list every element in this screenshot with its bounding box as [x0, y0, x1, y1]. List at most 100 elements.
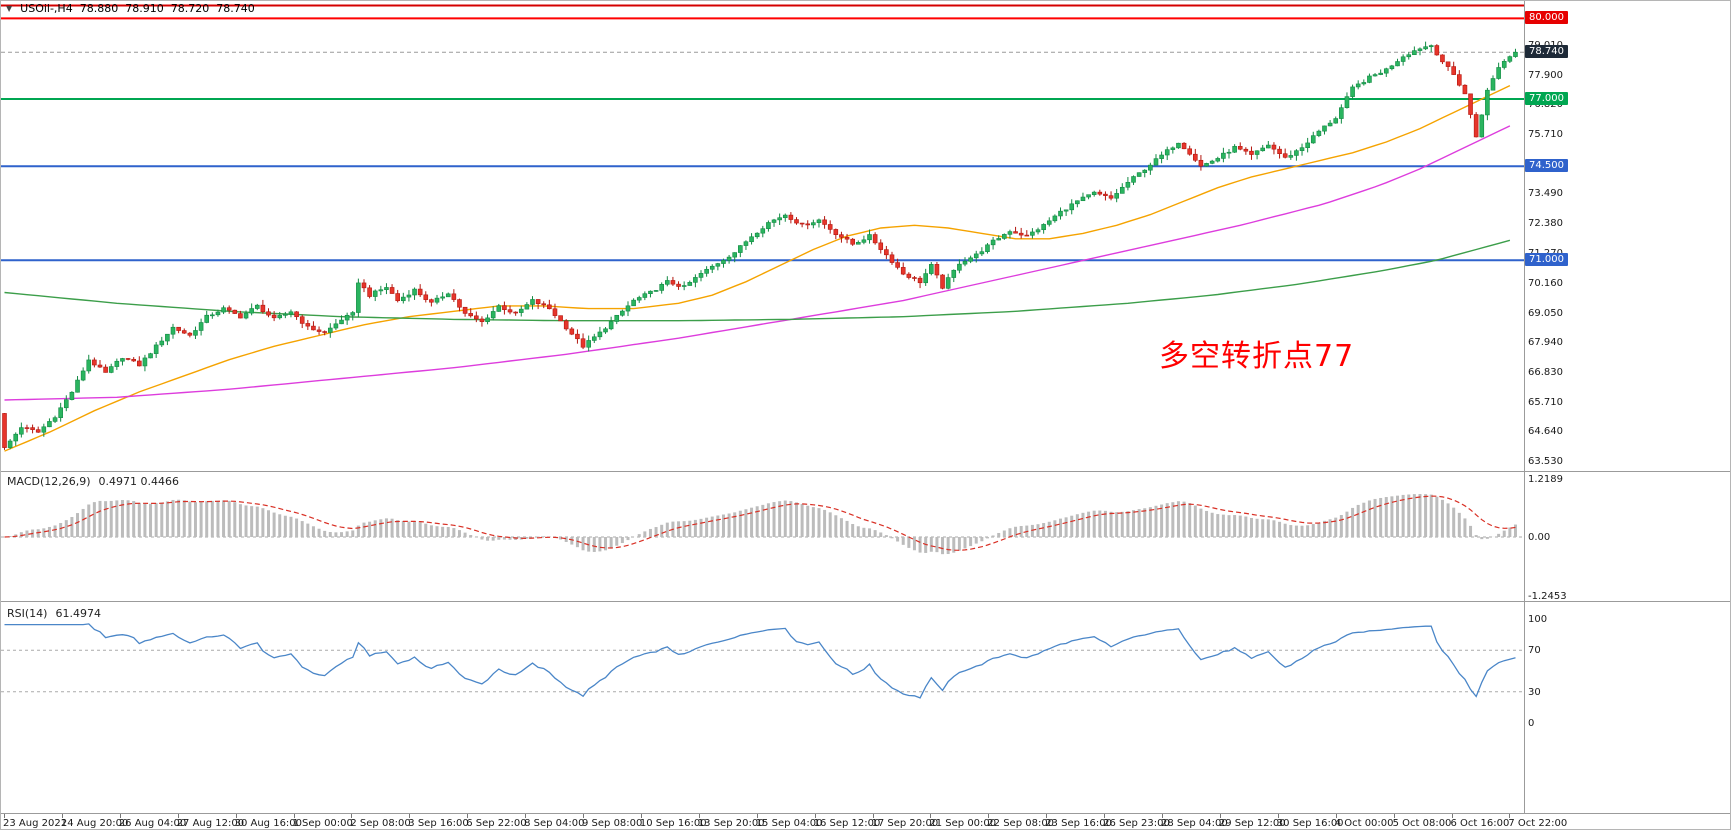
- price-axis-label: 69.050: [1528, 307, 1563, 319]
- price-badge: 80.000: [1525, 11, 1568, 25]
- rsi-axis-label: 30: [1528, 686, 1541, 698]
- time-tick-mark: [1451, 814, 1453, 818]
- time-tick-mark: [698, 814, 700, 818]
- time-axis-label: 26 Aug 04:00: [118, 818, 187, 829]
- macd-axis-label: -1.2453: [1528, 591, 1567, 603]
- time-axis-label: 15 Sep 04:00: [755, 818, 823, 829]
- time-tick-mark: [1393, 814, 1395, 818]
- time-tick-mark: [351, 814, 353, 818]
- time-tick-mark: [119, 814, 121, 818]
- time-axis-label: 28 Sep 04:00: [1161, 818, 1228, 829]
- price-axis-label: 64.640: [1528, 426, 1563, 438]
- time-axis-label: 27 Aug 12:00: [176, 818, 245, 829]
- time-tick-mark: [61, 814, 63, 818]
- time-tick-mark: [756, 814, 758, 818]
- ma-line-fast-orange: [4, 84, 1511, 452]
- time-axis-label: 7 Oct 22:00: [1508, 818, 1568, 829]
- time-axis-label: 2 Sep 08:00: [350, 818, 411, 829]
- symbol-timeframe-label: USOil-,H4: [20, 2, 73, 15]
- time-axis-label: 17 Sep 20:00: [871, 818, 939, 829]
- price-badge: 74.500: [1525, 159, 1568, 173]
- rsi-panel-separator[interactable]: [1, 601, 1730, 602]
- macd-histogram: [8, 494, 1517, 555]
- price-badge: 78.740: [1525, 45, 1568, 59]
- rsi-axis-label: 0: [1528, 718, 1535, 729]
- time-axis-label: 5 Oct 08:00: [1392, 818, 1452, 829]
- price-axis-label: 70.160: [1528, 277, 1563, 289]
- price-axis-label: 77.900: [1528, 69, 1563, 81]
- time-tick-mark: [872, 814, 874, 818]
- time-axis-label: 23 Aug 2021: [3, 818, 68, 829]
- price-axis-label: 75.710: [1528, 128, 1563, 140]
- rsi-axis-label: 100: [1528, 614, 1548, 625]
- time-axis-label: 13 Sep 20:00: [697, 818, 765, 829]
- time-tick-mark: [293, 814, 295, 818]
- price-axis-label: 63.530: [1528, 456, 1563, 467]
- ma-line-mid-magenta: [4, 125, 1511, 401]
- time-axis-label: 9 Sep 08:00: [582, 818, 643, 829]
- time-tick-mark: [235, 814, 237, 818]
- time-axis-label: 8 Sep 04:00: [524, 818, 585, 829]
- time-axis[interactable]: 23 Aug 2021 24 Aug 20:00 26 Aug 04:00 27 Au…: [1, 813, 1730, 829]
- macd-panel-layer: [1, 494, 1524, 555]
- time-axis-label: 30 Aug 16:00: [234, 818, 303, 829]
- macd-panel-separator[interactable]: [1, 471, 1730, 472]
- price-axis[interactable]: 79.01077.90076.82075.71074.60073.49072.3…: [1524, 1, 1730, 813]
- rsi-axis-label: 70: [1528, 645, 1541, 657]
- rsi-line: [4, 623, 1516, 699]
- macd-axis-label: 1.2189: [1528, 474, 1563, 485]
- candles: [2, 41, 1518, 450]
- price-axis-label: 66.830: [1528, 367, 1563, 379]
- macd-indicator-label: MACD(12,26,9) 0.4971 0.4466: [7, 475, 179, 488]
- price-axis-label: 67.940: [1528, 337, 1563, 349]
- time-tick-mark: [177, 814, 179, 818]
- rsi-indicator-value: 61.4974: [55, 607, 101, 620]
- ohlc-low-value: 78.720: [170, 2, 210, 15]
- time-axis-label: 30 Sep 16:00: [1276, 818, 1344, 829]
- time-axis-label: 4 Oct 00:00: [1334, 818, 1394, 829]
- time-tick-mark: [583, 814, 584, 818]
- time-tick-mark: [1277, 814, 1279, 818]
- time-tick-mark: [1509, 814, 1511, 818]
- macd-signal-line: [4, 495, 1516, 551]
- price-axis-label: 72.380: [1528, 218, 1563, 230]
- price-axis-label: 65.710: [1528, 397, 1563, 409]
- time-axis-label: 6 Sep 22:00: [466, 818, 527, 829]
- time-tick-mark: [814, 814, 816, 818]
- time-axis-label: 26 Sep 23:00: [1103, 818, 1170, 829]
- time-axis-label: 6 Oct 16:00: [1450, 818, 1510, 829]
- time-axis-label: 29 Sep 12:00: [1218, 818, 1286, 829]
- collapse-triangle-icon[interactable]: ▼: [6, 4, 13, 13]
- chart-title: ▼ USOil-,H4 78.880 78.910 78.720 78.740: [6, 2, 255, 15]
- time-axis-label: 3 Sep 16:00: [408, 818, 469, 829]
- price-badge: 77.000: [1525, 92, 1568, 105]
- time-tick-mark: [4, 814, 5, 818]
- time-tick-mark: [930, 814, 932, 818]
- time-axis-label: 16 Sep 12:00: [813, 818, 881, 829]
- time-tick-mark: [1219, 814, 1221, 818]
- price-axis-label: 73.490: [1528, 188, 1563, 200]
- time-tick-mark: [525, 814, 527, 818]
- time-tick-mark: [467, 814, 469, 818]
- ohlc-high-value: 78.910: [125, 2, 164, 15]
- time-tick-mark: [988, 814, 990, 818]
- rsi-indicator-name: RSI(14): [7, 607, 48, 620]
- time-axis-label: 10 Sep 16:00: [639, 818, 707, 829]
- macd-axis-label: 0.00: [1528, 532, 1551, 543]
- chart-annotation-text[interactable]: 多空转折点77: [1159, 339, 1355, 374]
- time-tick-mark: [1104, 814, 1106, 818]
- price-axis-separator[interactable]: [1524, 1, 1525, 813]
- time-axis-label: 1 Sep 00:00: [292, 818, 353, 829]
- time-tick-mark: [1162, 814, 1163, 818]
- time-tick-mark: [1335, 814, 1337, 818]
- time-axis-label: 24 Aug 20:00: [60, 818, 129, 829]
- time-axis-label: 22 Sep 08:00: [987, 818, 1055, 829]
- chart-canvas[interactable]: [1, 1, 1524, 813]
- ohlc-close-value: 78.740: [216, 2, 255, 15]
- macd-indicator-values: 0.4971 0.4466: [98, 475, 180, 488]
- price-badge: 71.000: [1525, 253, 1568, 267]
- time-axis-label: 21 Sep 00:00: [929, 818, 997, 829]
- macd-indicator-name: MACD(12,26,9): [7, 475, 91, 488]
- ohlc-open-value: 78.880: [79, 2, 119, 15]
- time-axis-label: 23 Sep 16:00: [1045, 818, 1112, 829]
